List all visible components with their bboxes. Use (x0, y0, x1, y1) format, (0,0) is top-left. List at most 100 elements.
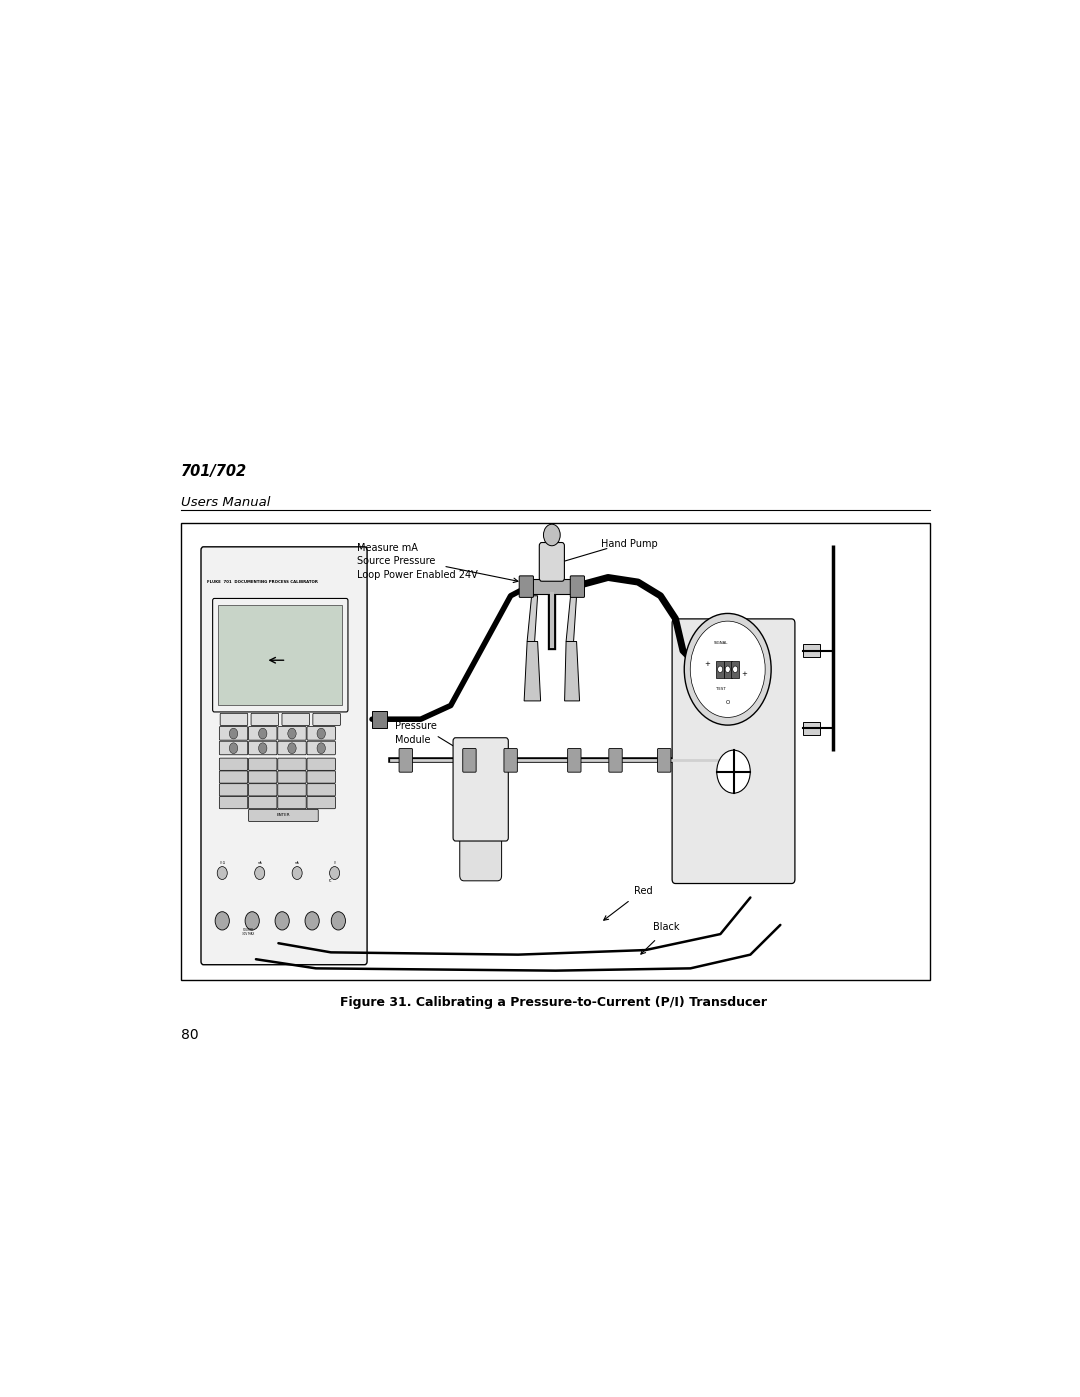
Circle shape (258, 743, 267, 753)
Circle shape (255, 866, 265, 880)
FancyBboxPatch shape (219, 796, 247, 809)
FancyBboxPatch shape (278, 771, 306, 784)
FancyBboxPatch shape (248, 796, 276, 809)
FancyBboxPatch shape (454, 738, 509, 841)
Text: Users Manual: Users Manual (181, 496, 270, 509)
FancyBboxPatch shape (219, 784, 247, 796)
Text: Pressure
Module: Pressure Module (394, 721, 436, 745)
FancyBboxPatch shape (307, 759, 336, 770)
FancyBboxPatch shape (372, 711, 387, 728)
FancyBboxPatch shape (248, 784, 276, 796)
Circle shape (329, 866, 339, 880)
Text: ENTER: ENTER (276, 813, 291, 817)
FancyBboxPatch shape (307, 784, 336, 796)
FancyBboxPatch shape (251, 714, 279, 725)
FancyBboxPatch shape (570, 576, 584, 598)
FancyBboxPatch shape (307, 771, 336, 784)
Circle shape (332, 912, 346, 930)
Text: mA: mA (257, 861, 262, 865)
Polygon shape (566, 595, 577, 641)
FancyBboxPatch shape (609, 749, 622, 773)
Circle shape (685, 613, 771, 725)
Circle shape (229, 743, 238, 753)
Circle shape (229, 728, 238, 739)
FancyBboxPatch shape (278, 726, 306, 740)
Circle shape (543, 524, 561, 546)
FancyBboxPatch shape (201, 546, 367, 965)
FancyBboxPatch shape (248, 759, 276, 770)
FancyBboxPatch shape (219, 771, 247, 784)
Polygon shape (565, 641, 580, 701)
Text: +: + (742, 671, 747, 678)
FancyBboxPatch shape (248, 809, 319, 821)
Text: TC: TC (329, 879, 333, 883)
FancyBboxPatch shape (248, 742, 276, 754)
Circle shape (287, 743, 296, 753)
Circle shape (725, 666, 730, 672)
Circle shape (318, 728, 325, 739)
Text: 701/702: 701/702 (181, 464, 247, 479)
FancyBboxPatch shape (313, 714, 340, 725)
FancyBboxPatch shape (460, 827, 501, 882)
FancyBboxPatch shape (307, 726, 336, 740)
FancyBboxPatch shape (219, 726, 247, 740)
FancyBboxPatch shape (307, 796, 336, 809)
FancyBboxPatch shape (307, 742, 336, 754)
Circle shape (690, 622, 765, 718)
FancyBboxPatch shape (731, 661, 740, 678)
Text: +: + (704, 661, 710, 668)
FancyBboxPatch shape (220, 714, 247, 725)
Text: 80: 80 (181, 1028, 199, 1042)
Text: SIGNAL: SIGNAL (714, 641, 728, 645)
Circle shape (275, 912, 289, 930)
Text: Black: Black (653, 922, 679, 932)
FancyBboxPatch shape (504, 749, 517, 773)
FancyBboxPatch shape (462, 749, 476, 773)
Circle shape (732, 666, 738, 672)
Circle shape (245, 912, 259, 930)
FancyBboxPatch shape (672, 619, 795, 883)
FancyBboxPatch shape (278, 796, 306, 809)
FancyBboxPatch shape (802, 722, 820, 735)
Text: Figure 31. Calibrating a Pressure-to-Current (P/I) Transducer: Figure 31. Calibrating a Pressure-to-Cur… (340, 996, 767, 1009)
Circle shape (318, 743, 325, 753)
Polygon shape (524, 641, 541, 701)
Circle shape (292, 866, 302, 880)
Text: Red: Red (634, 886, 653, 895)
FancyBboxPatch shape (531, 580, 572, 594)
Circle shape (305, 912, 320, 930)
FancyBboxPatch shape (539, 542, 565, 581)
Circle shape (717, 666, 723, 672)
Circle shape (717, 750, 751, 793)
FancyBboxPatch shape (400, 749, 413, 773)
Circle shape (217, 866, 227, 880)
Text: V Ω: V Ω (220, 861, 225, 865)
FancyBboxPatch shape (278, 784, 306, 796)
Text: TEST: TEST (716, 686, 726, 690)
FancyBboxPatch shape (181, 522, 930, 979)
Circle shape (287, 728, 296, 739)
Text: Measure mA
Source Pressure
Loop Power Enabled 24V: Measure mA Source Pressure Loop Power En… (357, 543, 477, 580)
Text: V: V (334, 861, 336, 865)
Text: mA: mA (295, 861, 299, 865)
Circle shape (258, 728, 267, 739)
Text: FLUKE  701  DOCUMENTING PROCESS CALIBRATOR: FLUKE 701 DOCUMENTING PROCESS CALIBRATOR (207, 580, 319, 584)
FancyBboxPatch shape (248, 726, 276, 740)
Polygon shape (527, 595, 538, 641)
FancyBboxPatch shape (218, 605, 342, 705)
FancyBboxPatch shape (278, 759, 306, 770)
FancyBboxPatch shape (248, 771, 276, 784)
Circle shape (215, 912, 229, 930)
Text: O: O (726, 700, 730, 704)
FancyBboxPatch shape (219, 742, 247, 754)
FancyBboxPatch shape (519, 576, 534, 598)
FancyBboxPatch shape (724, 661, 732, 678)
FancyBboxPatch shape (802, 644, 820, 657)
FancyBboxPatch shape (278, 742, 306, 754)
FancyBboxPatch shape (658, 749, 671, 773)
FancyBboxPatch shape (219, 759, 247, 770)
Text: SOURCE
30V MAX: SOURCE 30V MAX (242, 928, 255, 936)
FancyBboxPatch shape (568, 749, 581, 773)
FancyBboxPatch shape (282, 714, 310, 725)
FancyBboxPatch shape (716, 661, 725, 678)
